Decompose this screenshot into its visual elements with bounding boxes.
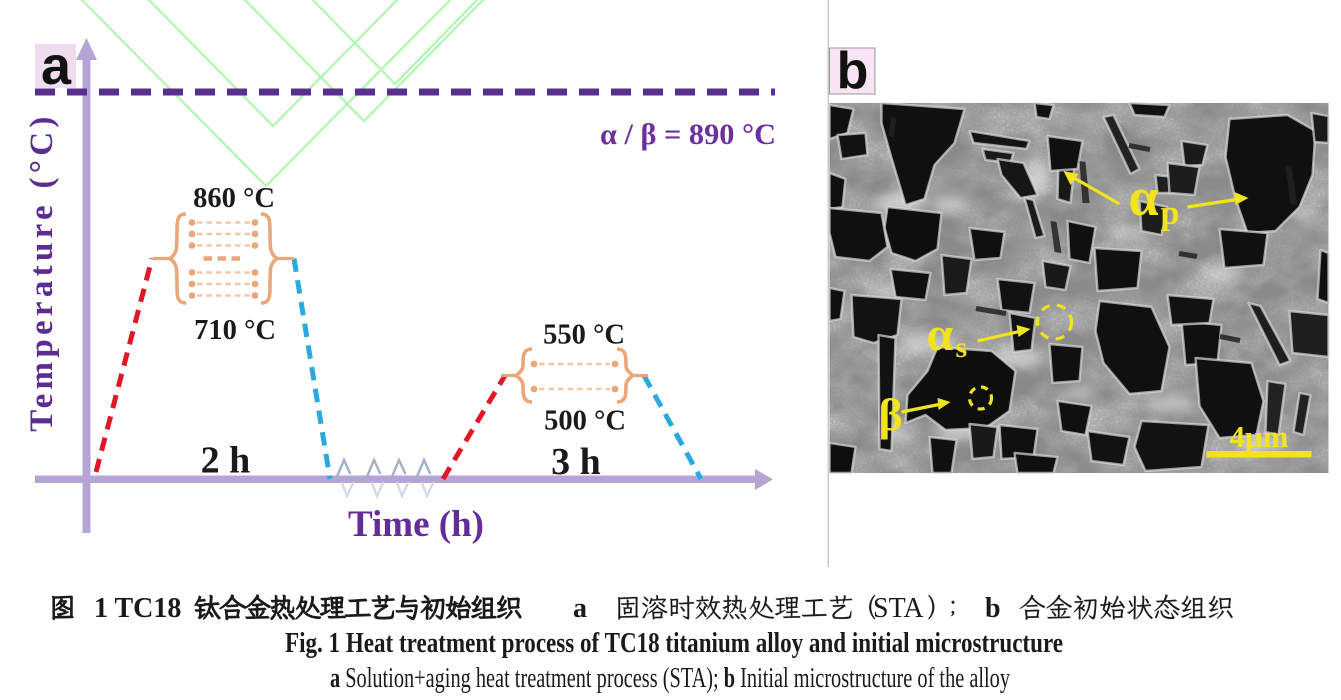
svg-text:3 h: 3 h <box>551 441 601 483</box>
svg-text:a: a <box>41 36 72 96</box>
svg-text:Fig. 1 Heat treatment process: Fig. 1 Heat treatment process of TC18 ti… <box>285 627 1063 659</box>
svg-text:Time (h): Time (h) <box>348 504 484 545</box>
svg-text:a Solution+aging heat treatmen: a Solution+aging heat treatment process … <box>330 663 1010 694</box>
svg-text:550 °C: 550 °C <box>543 320 625 351</box>
svg-text:STA: STA <box>873 593 924 624</box>
svg-text:710 °C: 710 °C <box>194 315 276 346</box>
svg-text:p: p <box>1161 195 1180 232</box>
svg-text:α / β = 890 °C: α / β = 890 °C <box>600 118 776 151</box>
svg-text:a: a <box>573 593 587 624</box>
svg-text:2 h: 2 h <box>201 440 251 482</box>
svg-text:α: α <box>1129 167 1159 227</box>
svg-text:β: β <box>879 389 903 440</box>
svg-text:b: b <box>837 42 869 100</box>
svg-text:1 TC18: 1 TC18 <box>94 593 181 624</box>
svg-text:500 °C: 500 °C <box>544 406 626 437</box>
svg-text:α: α <box>927 308 954 361</box>
svg-text:860 °C: 860 °C <box>193 183 275 214</box>
svg-text:Temperature (°C): Temperature (°C) <box>24 112 60 431</box>
svg-text:4μm: 4μm <box>1230 419 1289 454</box>
svg-text:s: s <box>956 331 968 364</box>
svg-text:b: b <box>985 593 1001 624</box>
